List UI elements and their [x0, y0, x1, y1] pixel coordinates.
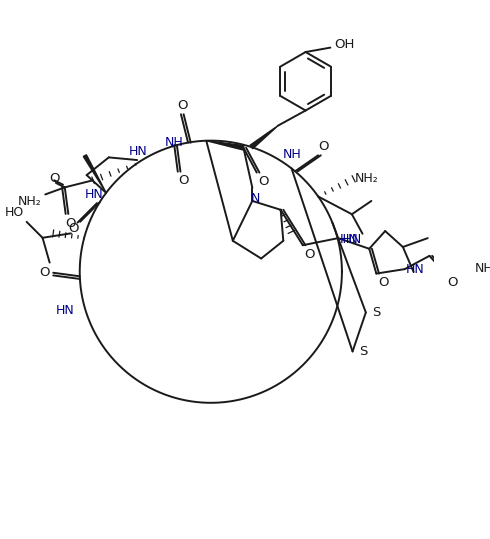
Text: O: O	[378, 276, 389, 289]
Text: O: O	[39, 266, 49, 279]
Text: S: S	[372, 306, 381, 319]
Text: O: O	[447, 276, 458, 289]
Text: HN: HN	[406, 262, 425, 275]
Polygon shape	[83, 155, 106, 193]
Text: N: N	[251, 192, 261, 205]
Text: NH₂: NH₂	[18, 195, 41, 208]
Text: HN: HN	[128, 144, 147, 157]
Text: NH₂: NH₂	[355, 172, 379, 185]
Text: HN: HN	[55, 303, 74, 316]
Polygon shape	[250, 126, 278, 149]
Text: O: O	[259, 175, 269, 188]
Text: O: O	[179, 174, 189, 187]
Text: NH₂: NH₂	[474, 262, 490, 275]
Text: -HN: -HN	[338, 233, 361, 246]
Text: NH: NH	[282, 148, 301, 161]
Text: OH: OH	[334, 38, 355, 51]
Text: O: O	[305, 247, 315, 260]
Text: HO: HO	[4, 206, 24, 219]
Text: O: O	[66, 217, 76, 230]
Polygon shape	[206, 141, 244, 150]
Text: S: S	[359, 345, 368, 358]
Text: O: O	[177, 99, 188, 112]
Text: O: O	[318, 140, 329, 153]
Text: O: O	[68, 222, 78, 236]
Text: O: O	[49, 172, 59, 185]
Text: HN: HN	[85, 188, 103, 201]
Text: HN: HN	[340, 233, 358, 246]
Text: NH: NH	[165, 136, 184, 149]
